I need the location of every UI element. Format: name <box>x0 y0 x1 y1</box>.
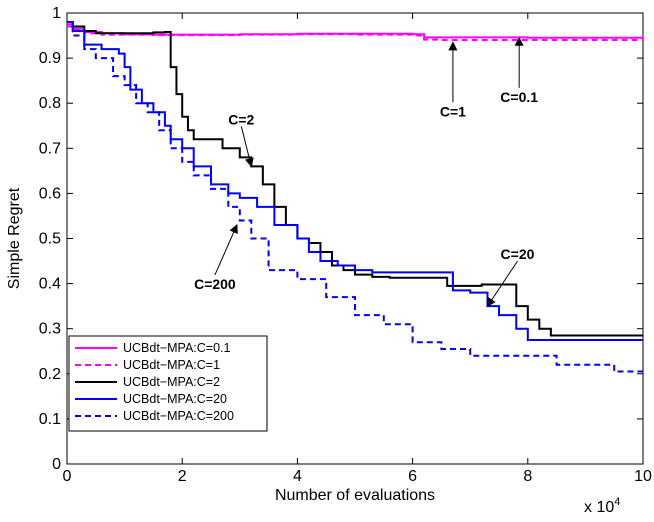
y-axis-label: Simple Regret <box>6 187 23 289</box>
series-line-1 <box>67 25 643 42</box>
y-tick-label: 0.4 <box>39 276 61 293</box>
annotation-label: C=1 <box>440 103 466 119</box>
series-line-3 <box>67 21 643 341</box>
x-multiplier-base: x 10 <box>584 499 614 516</box>
annotation-label: C=0.1 <box>500 89 538 105</box>
x-tick-label: 8 <box>523 468 532 485</box>
annotation-arrow <box>240 126 254 168</box>
y-tick-label: 0.2 <box>39 366 61 383</box>
legend-entry: UCBdt−MPA:C=0.1 <box>123 341 231 355</box>
y-tick-label: 1 <box>52 5 61 22</box>
annotation-arrow <box>214 224 238 276</box>
x-tick-label: 6 <box>408 468 417 485</box>
y-tick-label: 0.1 <box>39 411 61 428</box>
y-tick-label: 0.5 <box>39 231 61 248</box>
y-tick-label: 0.3 <box>39 321 61 338</box>
y-tick-label: 0.7 <box>39 140 61 157</box>
legend: UCBdt−MPA:C=0.1 UCBdt−MPA:C=1 UCBdt−MPA:C=… <box>68 335 268 432</box>
x-tick-label: 2 <box>178 468 187 485</box>
annotation-arrow <box>486 260 518 307</box>
series-line-2 <box>67 21 643 337</box>
y-tick-label: 0 <box>52 456 61 473</box>
series-lines <box>67 21 643 373</box>
x-tick-label: 4 <box>293 468 302 485</box>
y-tick-label: 0.9 <box>39 50 61 67</box>
annotations: C=1 C=0.1 C=2 C=200 C=20 <box>194 36 538 307</box>
y-tick-label: 0.8 <box>39 95 61 112</box>
x-tick-label: 10 <box>634 468 652 485</box>
x-tick-label: 0 <box>63 468 72 485</box>
annotation-label: C=200 <box>194 276 236 292</box>
y-tick-label: 0.6 <box>39 185 61 202</box>
annotation-label: C=20 <box>501 246 535 262</box>
legend-box <box>68 335 268 432</box>
legend-entry: UCBdt−MPA:C=2 <box>123 375 220 389</box>
annotation-label: C=2 <box>228 111 254 127</box>
axis-ticks: 0 2 4 6 8 10 0 0.1 0.2 0.3 0.4 0.5 0.6 0.7 0.8 0.9 1 <box>39 5 652 485</box>
x-axis-label: Number of evaluations <box>275 487 435 504</box>
series-line-4 <box>67 21 643 373</box>
legend-entry: UCBdt−MPA:C=20 <box>123 392 227 406</box>
legend-entry: UCBdt−MPA:C=1 <box>123 358 220 372</box>
x-multiplier-exponent: 4 <box>614 496 620 508</box>
x-axis-multiplier: x 104 <box>584 496 620 516</box>
legend-entry: UCBdt−MPA:C=200 <box>123 409 234 423</box>
